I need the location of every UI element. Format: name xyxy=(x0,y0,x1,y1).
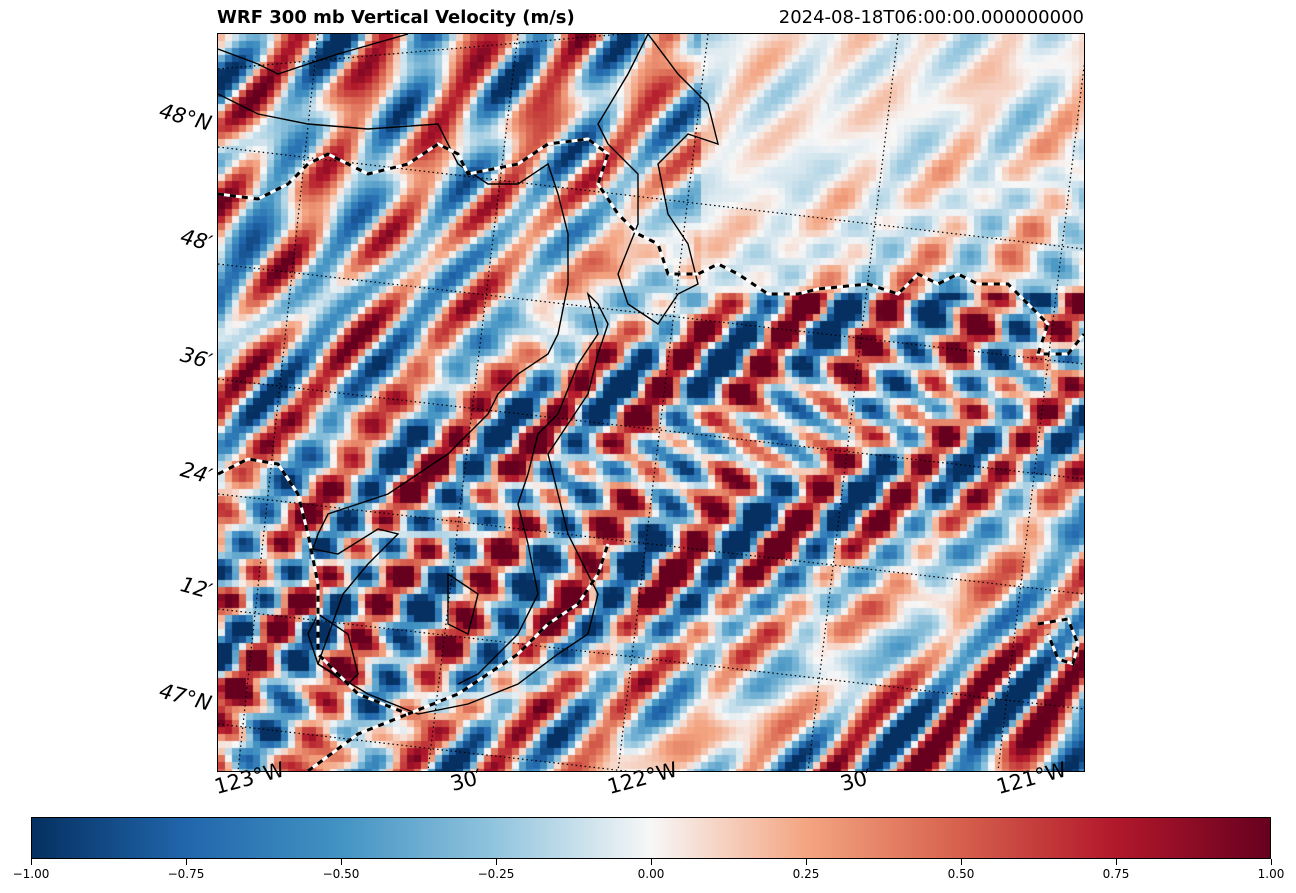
colorbar-tick xyxy=(960,859,962,865)
colorbar-tick xyxy=(1115,859,1117,865)
lat-label-47n: 47°N xyxy=(156,678,215,716)
colorbar-tick xyxy=(1270,859,1272,865)
lat-label-36-min: 36′ xyxy=(177,342,215,374)
lat-label-12-min: 12′ xyxy=(177,572,215,604)
colorbar-tick-label: 0.75 xyxy=(1102,867,1130,881)
colorbar-tick xyxy=(650,859,652,865)
lat-label-48n: 48°N xyxy=(156,98,215,136)
state-boundary xyxy=(218,137,1084,771)
map-overlay xyxy=(218,34,1084,771)
vertical-velocity-field xyxy=(218,34,1084,771)
colorbar-tick-label: −0.25 xyxy=(477,867,515,881)
colorbar-tick xyxy=(340,859,342,865)
colorbar-tick-label: 0.25 xyxy=(792,867,820,881)
lat-label-48-min: 48′ xyxy=(177,224,215,256)
colorbar-tick xyxy=(185,859,187,865)
colorbar-tick-label: 1.00 xyxy=(1257,867,1285,881)
lat-label-24-min: 24′ xyxy=(177,457,215,489)
graticule xyxy=(218,34,1084,771)
colorbar-tick-label: 0.50 xyxy=(947,867,975,881)
colorbar-tick xyxy=(805,859,807,865)
colorbar-tick-label: −1.00 xyxy=(12,867,50,881)
map-panel[interactable] xyxy=(217,33,1085,772)
colorbar-tick xyxy=(495,859,497,865)
colorbar-tick-label: 0.00 xyxy=(637,867,665,881)
colorbar-tick xyxy=(30,859,32,865)
coastline xyxy=(218,34,719,715)
colorbar-tick-label: −0.50 xyxy=(322,867,360,881)
colorbar xyxy=(31,817,1271,859)
valid-time: 2024-08-18T06:00:00.000000000 xyxy=(778,7,1084,28)
colorbar-tick-label: −0.75 xyxy=(167,867,205,881)
map-title: WRF 300 mb Vertical Velocity (m/s) xyxy=(217,7,575,28)
